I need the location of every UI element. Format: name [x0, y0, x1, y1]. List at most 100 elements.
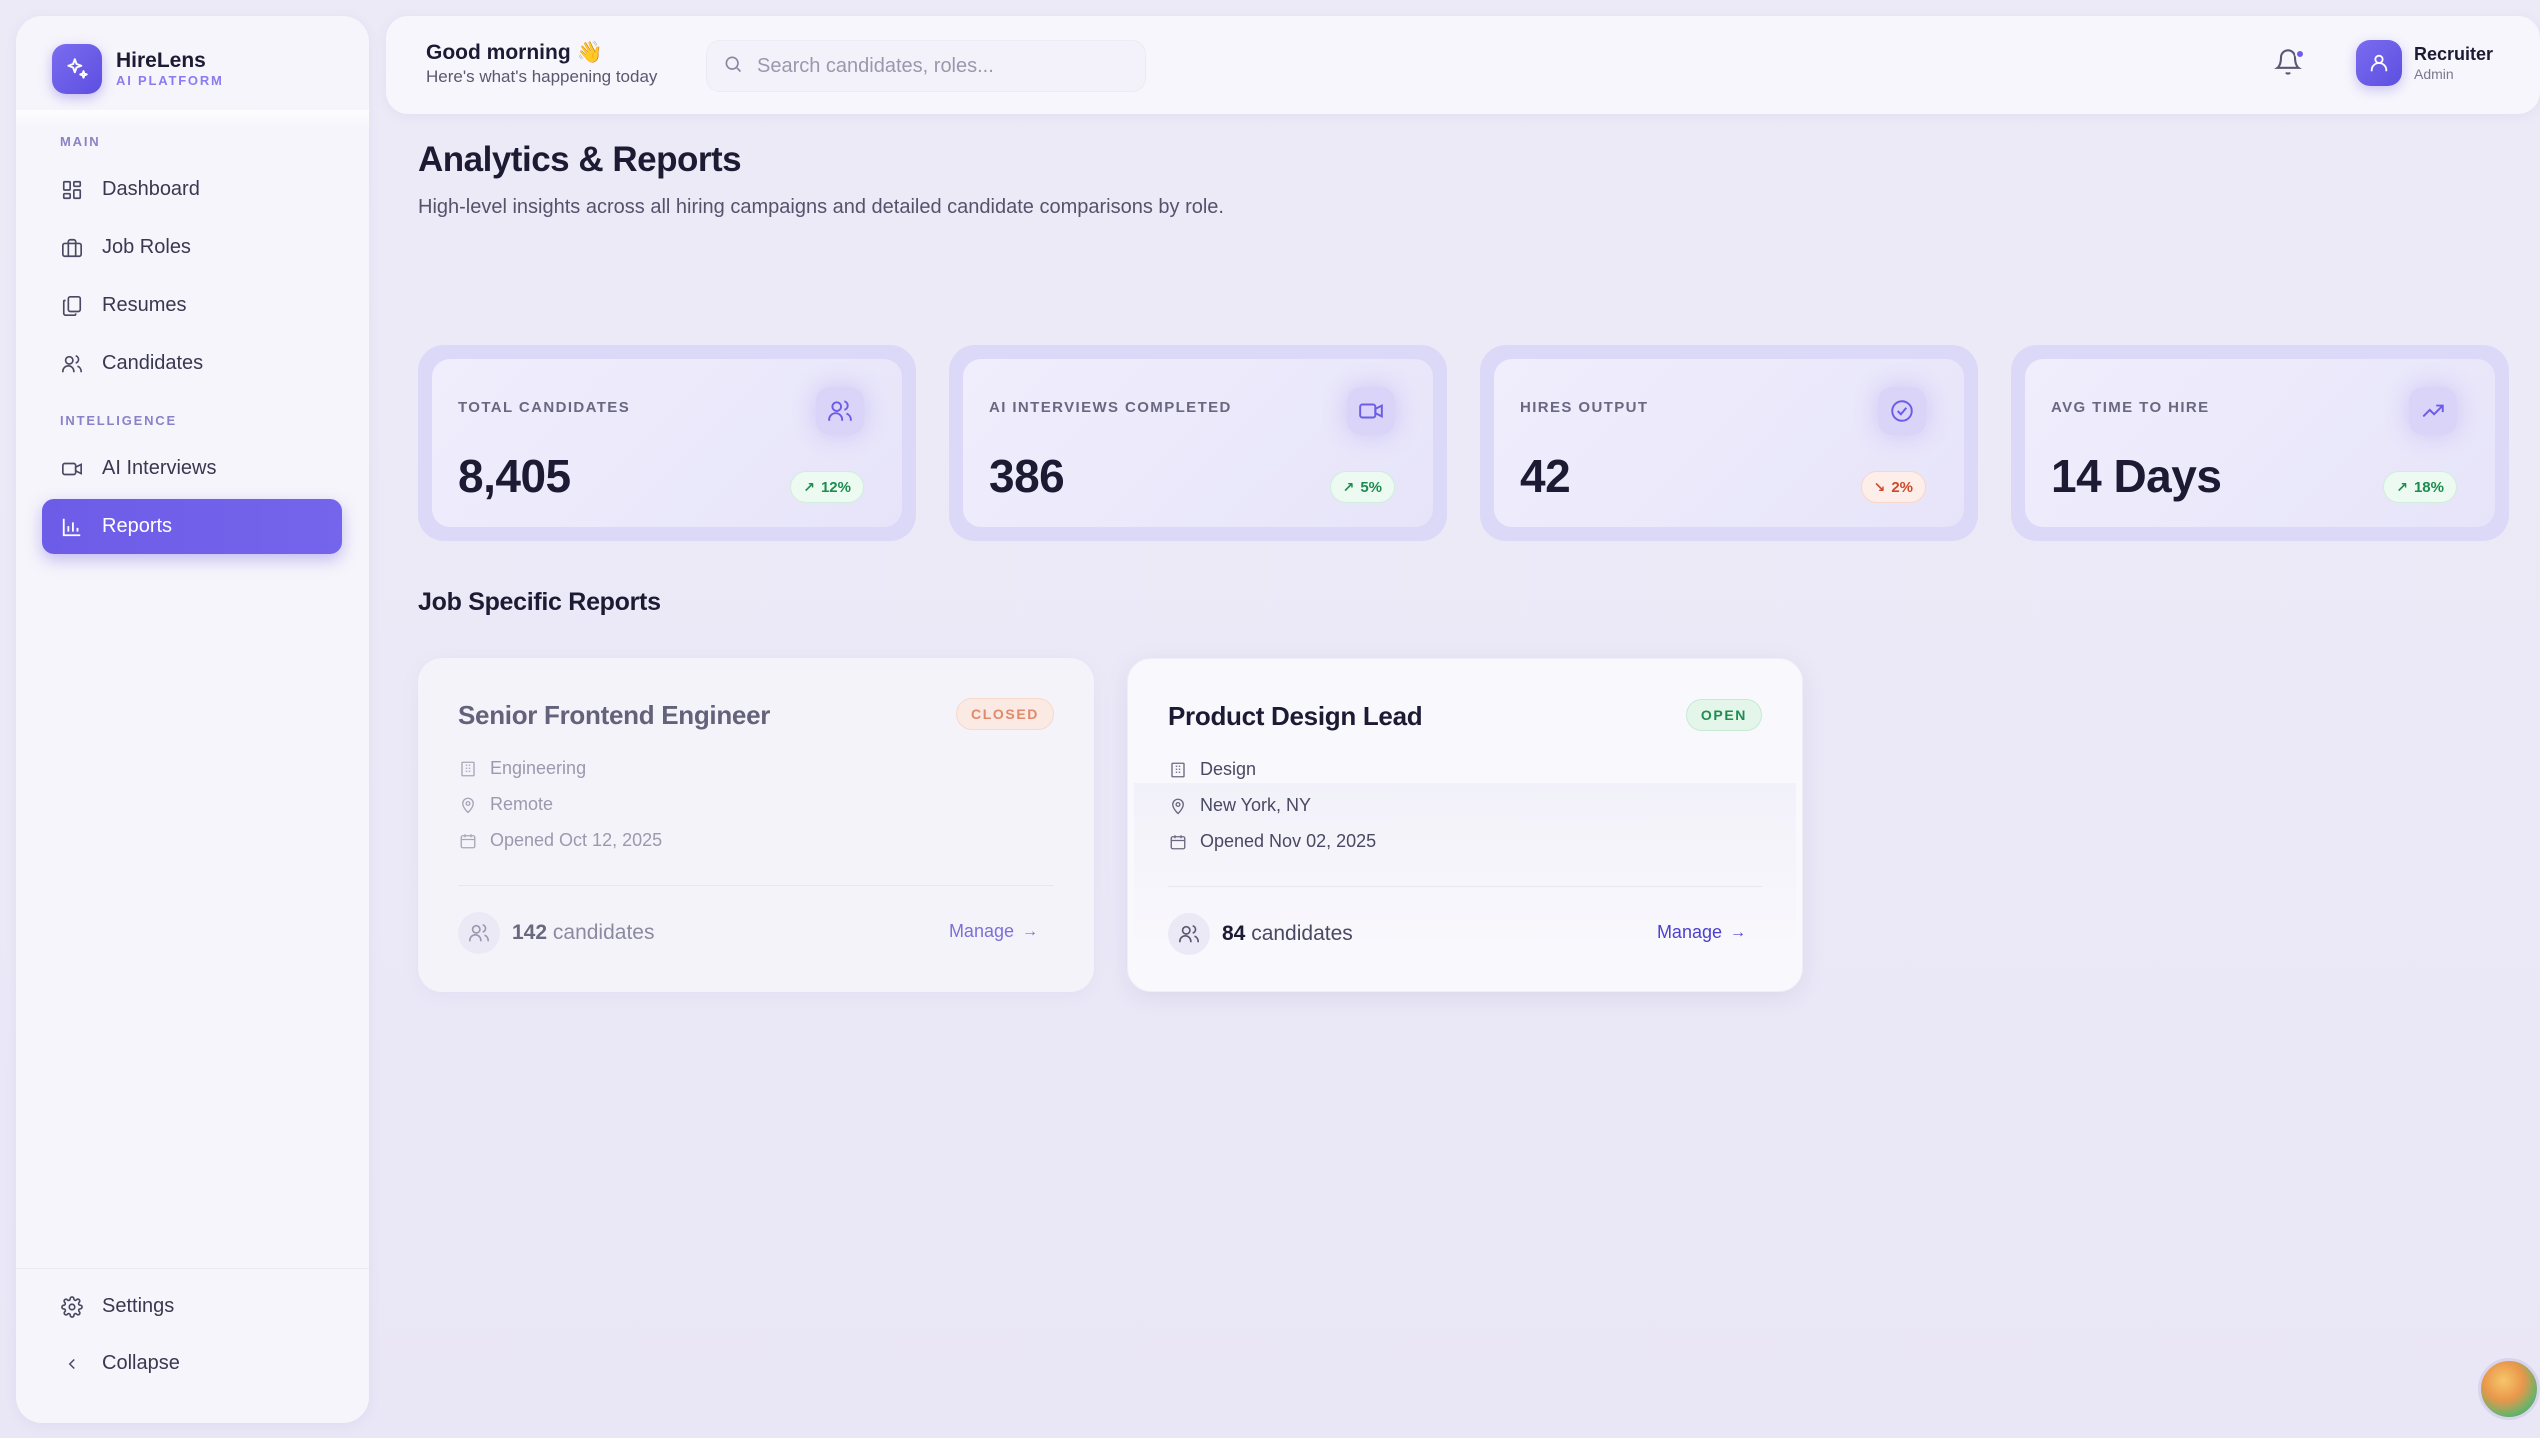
users-icon	[816, 387, 864, 435]
sidebar-item-label: Settings	[102, 1295, 175, 1317]
notification-dot	[2295, 49, 2305, 59]
candidate-label: candidates	[1251, 922, 1353, 945]
sidebar-item-label: Reports	[102, 515, 173, 537]
sidebar-item-candidates[interactable]: Candidates	[42, 336, 342, 391]
sidebar-item-label: AI Interviews	[102, 457, 217, 479]
candidate-count: 142 candidates	[458, 912, 654, 954]
sidebar: HireLens AI PLATFORM MAIN Dashboard Job …	[16, 16, 369, 1423]
page-subtitle: High-level insights across all hiring ca…	[418, 196, 1224, 218]
job-department: Engineering	[458, 758, 586, 779]
manage-link[interactable]: Manage →	[949, 921, 1038, 942]
calendar-icon	[1168, 832, 1188, 852]
arrow-up-right-icon: ↗	[2396, 478, 2408, 495]
brand-subtitle: AI PLATFORM	[116, 73, 224, 88]
candidate-count: 84 candidates	[1168, 913, 1353, 955]
documents-icon	[60, 294, 84, 318]
candidate-number: 84	[1222, 922, 1246, 945]
sidebar-divider	[16, 1268, 369, 1269]
status-badge: OPEN	[1685, 699, 1762, 731]
manage-label: Manage	[948, 921, 1014, 941]
users-icon	[1168, 913, 1210, 955]
check-circle-icon	[1878, 387, 1926, 435]
collapse-button[interactable]: Collapse	[42, 1336, 342, 1391]
sparkles-icon	[52, 44, 102, 94]
map-pin-icon	[458, 795, 478, 815]
sidebar-item-label: Job Roles	[102, 236, 191, 258]
nav-section-main: MAIN	[60, 134, 101, 149]
stat-label: AVG TIME TO HIRE	[2051, 399, 2210, 416]
stat-card-total-candidates: TOTAL CANDIDATES 8,405 ↗ 12%	[418, 345, 916, 541]
brand-divider	[16, 110, 369, 128]
brand-name: HireLens	[116, 49, 206, 72]
gear-icon	[60, 1295, 84, 1319]
stat-label: TOTAL CANDIDATES	[458, 399, 631, 416]
building-icon	[458, 759, 478, 779]
trend-value: 5%	[1360, 478, 1382, 496]
sidebar-item-dashboard[interactable]: Dashboard	[42, 162, 342, 217]
stat-card-ai-interviews: AI INTERVIEWS COMPLETED 386 ↗ 5%	[949, 345, 1447, 541]
job-opened: Opened Nov 02, 2025	[1168, 831, 1376, 852]
stat-value: 14 Days	[2051, 450, 2222, 502]
job-department-text: Engineering	[490, 758, 587, 778]
job-location: New York, NY	[1168, 795, 1311, 816]
arrow-down-right-icon: ↘	[1873, 478, 1886, 495]
manage-link[interactable]: Manage →	[1657, 922, 1746, 943]
trend-value: 18%	[2413, 478, 2444, 496]
dashboard-icon	[60, 178, 84, 202]
greeting: Good morning 👋 Here's what's happening t…	[426, 40, 657, 88]
greeting-title: Good morning 👋	[426, 41, 603, 64]
trending-up-icon	[2409, 387, 2457, 435]
sidebar-item-ai-interviews[interactable]: AI Interviews	[42, 441, 342, 496]
trend-value: 2%	[1891, 478, 1913, 496]
arrow-up-right-icon: ↗	[803, 478, 815, 495]
user-menu[interactable]: Recruiter Admin	[2356, 40, 2493, 86]
user-role: Admin	[2414, 66, 2454, 82]
job-opened: Opened Oct 12, 2025	[458, 830, 662, 851]
arrow-right-icon: →	[1022, 922, 1038, 940]
job-location-text: New York, NY	[1200, 795, 1312, 815]
bar-chart-icon	[60, 515, 84, 539]
search-bar[interactable]	[706, 40, 1146, 92]
section-title: Job Specific Reports	[418, 588, 661, 616]
stat-card-hires-output: HIRES OUTPUT 42 ↘ 2%	[1480, 345, 1978, 541]
divider	[1168, 886, 1762, 887]
stat-card-avg-time-to-hire: AVG TIME TO HIRE 14 Days ↗ 18%	[2011, 345, 2509, 541]
sidebar-item-resumes[interactable]: Resumes	[42, 278, 342, 333]
notifications-button[interactable]	[2274, 48, 2306, 80]
greeting-subtitle: Here's what's happening today	[426, 67, 658, 86]
trend-badge: ↘ 2%	[1860, 471, 1926, 503]
video-icon	[60, 457, 84, 481]
arrow-right-icon: →	[1730, 923, 1746, 941]
chevron-left-icon	[60, 1352, 84, 1376]
collapse-label: Collapse	[102, 1352, 180, 1374]
candidate-number: 142	[512, 921, 548, 944]
user-icon	[2356, 40, 2402, 86]
status-badge: CLOSED	[956, 698, 1054, 730]
stat-value: 386	[989, 450, 1065, 502]
users-icon	[458, 912, 500, 954]
candidate-label: candidates	[552, 921, 655, 944]
user-name: Recruiter	[2414, 44, 2494, 64]
job-department: Design	[1168, 759, 1256, 780]
job-opened-text: Opened Nov 02, 2025	[1200, 831, 1377, 851]
sidebar-item-settings[interactable]: Settings	[42, 1279, 342, 1334]
sidebar-item-label: Candidates	[102, 352, 204, 374]
search-input[interactable]	[757, 54, 1127, 78]
brand[interactable]: HireLens AI PLATFORM	[52, 44, 224, 94]
trend-badge: ↗ 5%	[1329, 471, 1395, 503]
building-icon	[1168, 760, 1188, 780]
stat-label: HIRES OUTPUT	[1520, 399, 1649, 416]
job-card-senior-frontend-engineer[interactable]: Senior Frontend Engineer CLOSED Engineer…	[418, 658, 1094, 992]
calendar-icon	[458, 831, 478, 851]
search-icon	[723, 54, 743, 79]
beach-avatar-image[interactable]	[2478, 1358, 2540, 1420]
stat-value: 8,405	[458, 450, 571, 502]
sidebar-item-reports[interactable]: Reports	[42, 499, 342, 554]
job-location-text: Remote	[490, 794, 554, 814]
job-department-text: Design	[1200, 759, 1257, 779]
job-card-product-design-lead[interactable]: Product Design Lead OPEN Design New York…	[1127, 658, 1803, 992]
trend-value: 12%	[820, 478, 851, 496]
job-opened-text: Opened Oct 12, 2025	[490, 830, 663, 850]
sidebar-item-job-roles[interactable]: Job Roles	[42, 220, 342, 275]
nav-section-intelligence: INTELLIGENCE	[60, 413, 177, 428]
